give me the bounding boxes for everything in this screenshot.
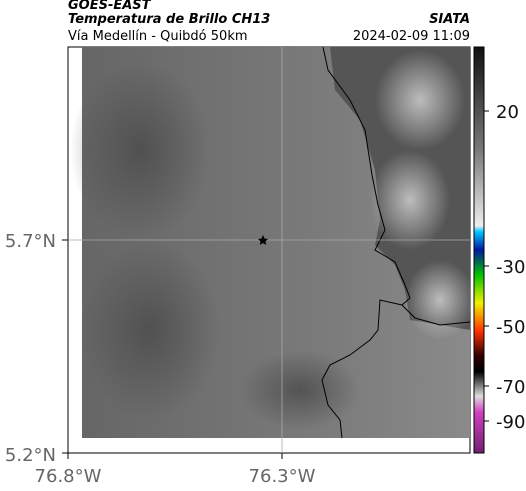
colorbar-tick-label: 20: [496, 102, 519, 123]
organization: SIATA: [429, 12, 470, 27]
colorbar-tick-label: -90: [496, 412, 525, 433]
route: Vía Medellín - Quibdó 50km: [68, 29, 248, 44]
colorbar-tick-label: -30: [496, 257, 525, 278]
source: GOES-EAST: [68, 0, 152, 13]
colorbar-tick-label: -70: [496, 377, 525, 398]
location-marker: [258, 235, 268, 245]
lon-label: 76.8°W: [35, 466, 102, 487]
map: [62, 46, 475, 459]
lat-label: 5.7°N: [5, 231, 56, 252]
product: Temperatura de Brillo CH13: [68, 12, 270, 27]
colorbar: [473, 46, 489, 454]
colorbar-tick-label: -50: [496, 317, 525, 338]
timestamp: 2024-02-09 11:09: [353, 29, 470, 44]
lat-label: 5.2°N: [5, 445, 56, 466]
lon-label: 76.3°W: [249, 466, 316, 487]
